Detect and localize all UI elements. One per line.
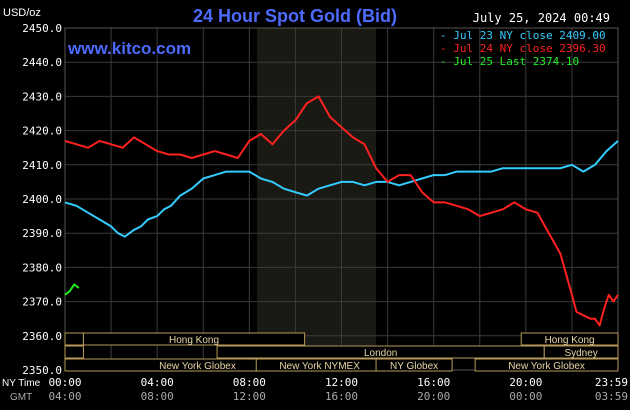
legend-entry: - Jul 25 Last 2374.10 — [440, 55, 579, 68]
series-line-0 — [64, 140, 619, 238]
x-tick-gmt: 08:00 — [141, 390, 174, 403]
y-tick-label: 2370.0 — [22, 296, 62, 309]
y-axis: 2350.0 2360.0 2370.0 2380.0 2390.0 2400.0 2410… — [22, 22, 62, 377]
legend-entry: - Jul 23 NY close 2409.00 — [440, 29, 606, 42]
x-tick-ny: 12:00 — [325, 376, 358, 389]
grid — [64, 27, 619, 371]
y-tick-label: 2450.0 — [22, 22, 62, 35]
chart-title: 24 Hour Spot Gold (Bid) — [193, 6, 397, 26]
x-prefix-gmt: GMT — [10, 392, 32, 403]
units-label: USD/oz — [3, 7, 41, 19]
x-tick-gmt: 00:00 — [509, 390, 542, 403]
x-tick-ny: 00:00 — [48, 376, 81, 389]
session-label: NY Globex — [390, 361, 438, 372]
y-tick-label: 2360.0 — [22, 330, 62, 343]
session-label: Hong Kong — [545, 335, 595, 346]
y-tick-label: 2380.0 — [22, 261, 62, 274]
legend: - Jul 23 NY close 2409.00- Jul 24 NY clo… — [440, 29, 606, 68]
y-tick-label: 2410.0 — [22, 159, 62, 172]
session-box — [375, 358, 453, 372]
session-box — [520, 332, 619, 346]
x-tick-gmt: 04:00 — [48, 390, 81, 403]
x-tick-ny: 08:00 — [233, 376, 266, 389]
series-line-1 — [64, 95, 619, 327]
timestamp: July 25, 2024 00:49 — [473, 11, 610, 25]
y-tick-label: 2420.0 — [22, 125, 62, 138]
x-tick-gmt: 03:59 — [595, 390, 628, 403]
session-box — [543, 345, 619, 359]
y-tick-label: 2350.0 — [22, 364, 62, 377]
x-tick-gmt: 20:00 — [417, 390, 450, 403]
y-tick-label: 2390.0 — [22, 227, 62, 240]
legend-entry: - Jul 24 NY close 2396.30 — [440, 42, 606, 55]
x-tick-ny: 20:00 — [509, 376, 542, 389]
series-line-2 — [64, 283, 80, 296]
x-tick-ny: 04:00 — [141, 376, 174, 389]
series-lines — [64, 95, 619, 327]
y-tick-label: 2430.0 — [22, 90, 62, 103]
x-prefix-ny: NY Time — [2, 378, 41, 389]
session-bands: Hong Kong London New York Globex New York N… — [64, 332, 619, 372]
site-label: www.kitco.com — [67, 39, 191, 58]
x-tick-gmt: 12:00 — [233, 390, 266, 403]
session-label: Hong Kong — [169, 335, 219, 346]
session-label: New York NYMEX — [279, 361, 360, 372]
x-tick-ny: 16:00 — [417, 376, 450, 389]
session-box — [82, 332, 306, 346]
session-box — [474, 358, 619, 372]
y-tick-label: 2440.0 — [22, 56, 62, 69]
session-label: New York Globex — [508, 361, 585, 372]
y-tick-label: 2400.0 — [22, 193, 62, 206]
session-label: London — [364, 348, 397, 359]
x-tick-gmt: 16:00 — [325, 390, 358, 403]
session-stub — [64, 332, 84, 346]
session-label: New York Globex — [159, 361, 236, 372]
x-tick-ny: 23:59 — [595, 376, 628, 389]
session-stub — [64, 345, 84, 359]
session-label: Sydney — [564, 348, 597, 359]
